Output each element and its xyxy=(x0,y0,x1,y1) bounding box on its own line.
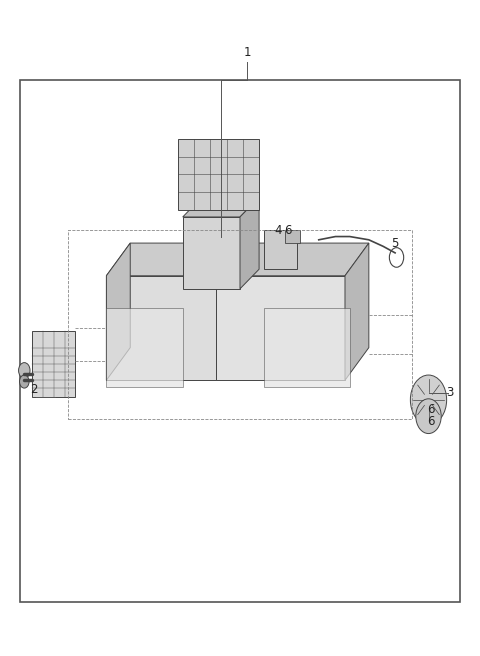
Polygon shape xyxy=(183,197,259,217)
Circle shape xyxy=(410,375,446,424)
Circle shape xyxy=(416,399,441,434)
Text: 4: 4 xyxy=(275,224,282,237)
Polygon shape xyxy=(216,243,369,276)
Polygon shape xyxy=(345,243,369,380)
Text: 1: 1 xyxy=(243,47,251,60)
Circle shape xyxy=(20,375,29,388)
Text: 6: 6 xyxy=(427,415,434,428)
Polygon shape xyxy=(264,308,350,387)
Text: 6: 6 xyxy=(427,403,434,416)
Circle shape xyxy=(19,363,30,379)
Polygon shape xyxy=(183,217,240,289)
Bar xyxy=(21,80,459,602)
Bar xyxy=(33,331,75,397)
Polygon shape xyxy=(285,230,300,243)
Text: 5: 5 xyxy=(391,237,399,249)
Text: 2: 2 xyxy=(30,383,37,396)
Polygon shape xyxy=(107,308,183,387)
Polygon shape xyxy=(107,276,216,380)
Text: 3: 3 xyxy=(446,386,454,398)
Polygon shape xyxy=(264,230,297,269)
Polygon shape xyxy=(216,276,345,380)
Bar xyxy=(178,138,259,211)
Text: 6: 6 xyxy=(284,224,291,237)
Polygon shape xyxy=(107,243,130,380)
Polygon shape xyxy=(107,243,240,276)
Polygon shape xyxy=(240,197,259,289)
